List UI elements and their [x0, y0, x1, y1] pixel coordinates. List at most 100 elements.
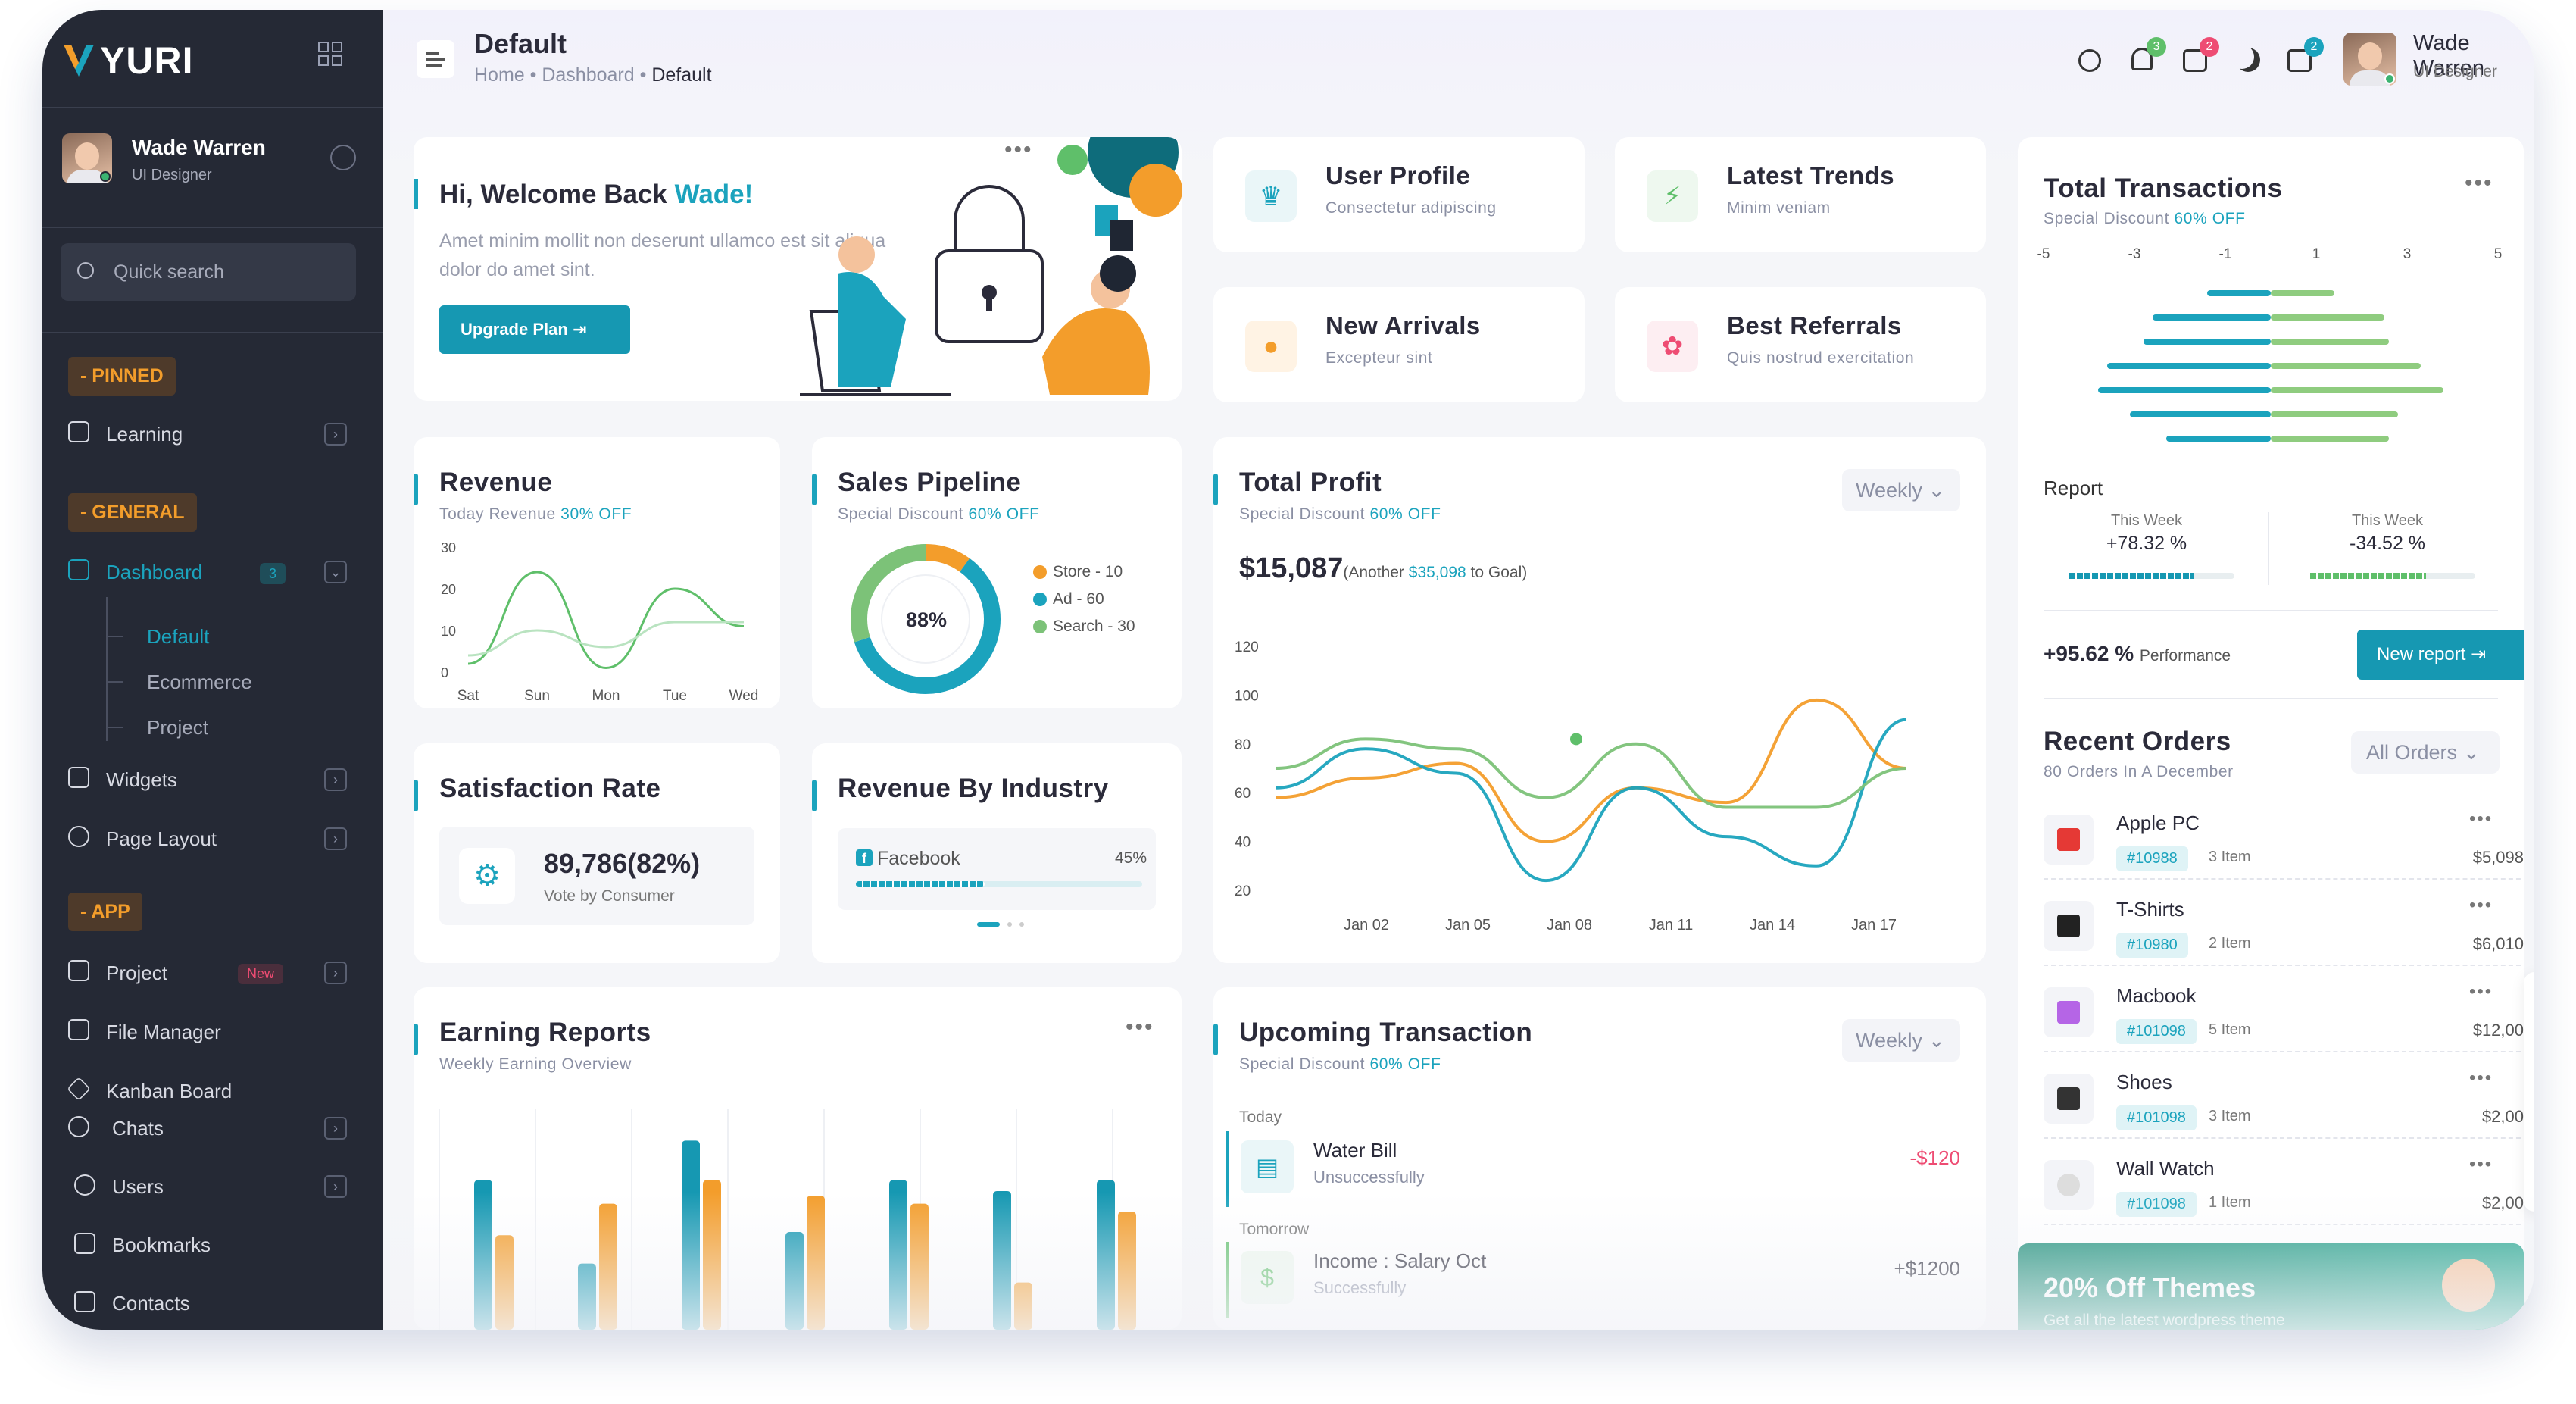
order-row[interactable]: Apple PC #10988 3 Item ••• $5,098: [2044, 804, 2524, 880]
nav-bookmarks[interactable]: Bookmarks: [112, 1234, 211, 1256]
nav-dashboard[interactable]: Dashboard: [106, 561, 203, 583]
quick-search[interactable]: Quick search: [61, 243, 356, 301]
moon-icon[interactable]: [2236, 48, 2260, 72]
tile-new-arrivals[interactable]: ● New Arrivals Excepteur sint: [1213, 287, 1585, 402]
series-line: [1275, 718, 1907, 883]
main-content: Default Home • Dashboard • Default 3 2 2…: [383, 10, 2534, 1330]
week-stat-down: This Week -34.52 %: [2284, 512, 2490, 585]
bar: [2153, 314, 2271, 321]
order-qty: 3 Item: [2209, 849, 2251, 865]
tile-best-referrals[interactable]: ✿ Best Referrals Quis nostrud exercitati…: [1615, 287, 1986, 402]
nav-learning[interactable]: Learning: [106, 423, 183, 446]
card-sub: Special Discount 60% OFF: [1239, 1055, 1441, 1073]
menu-toggle[interactable]: [417, 40, 454, 78]
chevron-right-icon[interactable]: ›: [324, 423, 347, 446]
nav-chats[interactable]: Chats: [112, 1117, 164, 1140]
crown-icon: ♛: [1245, 170, 1297, 222]
settings-hex-icon[interactable]: [330, 145, 356, 170]
breadcrumb-home[interactable]: Home: [474, 64, 525, 86]
order-qty: 3 Item: [2209, 1108, 2251, 1124]
order-id: #10980: [2116, 933, 2188, 958]
more-icon[interactable]: •••: [2469, 808, 2493, 829]
gift-badge: 2: [2304, 37, 2324, 57]
tile-latest-trends[interactable]: ⚡ Latest Trends Minim veniam: [1615, 137, 1986, 252]
chevron-right-icon[interactable]: ›: [324, 768, 347, 791]
bar: [889, 1180, 907, 1330]
x-tick-label: Wed: [729, 688, 759, 704]
x-tick-label: 3: [2403, 246, 2412, 262]
carousel-dots[interactable]: [977, 922, 1024, 927]
bar: [1097, 1180, 1115, 1330]
coins-icon: ●: [1245, 321, 1297, 372]
nav-sub-ecommerce[interactable]: Ecommerce: [147, 671, 252, 693]
order-qty: 2 Item: [2209, 935, 2251, 952]
tile-user-profile[interactable]: ♛ User Profile Consectetur adipiscing: [1213, 137, 1585, 252]
nav-widgets[interactable]: Widgets: [106, 768, 177, 791]
bar: [2271, 411, 2398, 417]
nav-sub-default[interactable]: Default: [147, 625, 210, 648]
nav-users[interactable]: Users: [112, 1175, 164, 1198]
more-icon[interactable]: •••: [2469, 1154, 2493, 1174]
bar: [682, 1140, 700, 1330]
nav-sub-project[interactable]: Project: [147, 716, 208, 739]
transaction-row[interactable]: $ Income : Salary Oct Successfully +$120…: [1226, 1242, 1960, 1318]
chevron-right-icon[interactable]: ›: [324, 1175, 347, 1198]
order-id: #101098: [2116, 1105, 2197, 1130]
breadcrumb-current: Default: [651, 64, 712, 86]
header-avatar[interactable]: [2343, 33, 2396, 86]
more-icon[interactable]: •••: [1004, 137, 1033, 162]
bar: [2166, 436, 2271, 442]
more-icon[interactable]: •••: [2465, 170, 2493, 195]
chevron-right-icon[interactable]: ›: [324, 827, 347, 850]
order-name: Apple PC: [2116, 811, 2200, 834]
welcome-text: Amet minim mollit non deserunt ullamco e…: [439, 230, 886, 280]
cart-icon[interactable]: [2183, 49, 2207, 72]
right-column-card: Total Transactions Special Discount 60% …: [2018, 137, 2524, 1330]
tile-sub: Excepteur sint: [1325, 349, 1433, 367]
card-sub: Special Discount 60% OFF: [838, 505, 1040, 523]
more-icon[interactable]: •••: [2469, 895, 2493, 915]
search-icon[interactable]: [2078, 49, 2101, 72]
nav-page-layout[interactable]: Page Layout: [106, 827, 217, 850]
upgrade-plan-button[interactable]: Upgrade Plan ⇥: [439, 305, 630, 354]
new-report-button[interactable]: New report ⇥: [2357, 630, 2524, 680]
order-row[interactable]: Macbook #101098 5 Item ••• $12,00: [2044, 977, 2524, 1052]
chevron-down-icon[interactable]: ⌄: [324, 561, 347, 583]
total-profit-card: Total Profit Special Discount 60% OFF We…: [1213, 437, 1986, 963]
x-tick-label: Jan 17: [1851, 917, 1897, 933]
weekly-select[interactable]: Weekly ⌄: [1842, 1019, 1960, 1062]
gift-icon[interactable]: [2287, 49, 2312, 72]
nav-file-manager[interactable]: File Manager: [106, 1021, 221, 1043]
order-row[interactable]: Shoes #101098 3 Item ••• $2,00: [2044, 1063, 2524, 1139]
all-orders-select[interactable]: All Orders ⌄: [2351, 731, 2500, 774]
project-icon: [68, 960, 89, 981]
nav-project[interactable]: Project: [106, 962, 167, 984]
chevron-right-icon[interactable]: ›: [324, 962, 347, 984]
y-tick-label: 100: [1235, 688, 1259, 704]
logo[interactable]: YURI: [62, 39, 193, 83]
nav-kanban[interactable]: Kanban Board: [106, 1080, 233, 1102]
more-icon[interactable]: •••: [2469, 981, 2493, 1002]
bell-icon[interactable]: [2131, 48, 2153, 70]
more-icon[interactable]: •••: [2469, 1068, 2493, 1088]
tile-title: Best Referrals: [1727, 311, 1902, 339]
breadcrumb-dashboard[interactable]: Dashboard: [542, 64, 635, 86]
card-title: Total Transactions: [2044, 174, 2283, 203]
order-row[interactable]: Wall Watch #101098 1 Item ••• $2,00: [2044, 1149, 2524, 1225]
promo-banner[interactable]: 20% Off Themes Get all the latest wordpr…: [2018, 1243, 2524, 1330]
transaction-status: Unsuccessfully: [1313, 1168, 1425, 1187]
sidebar-avatar[interactable]: [62, 133, 112, 183]
y-tick-label: 40: [1235, 835, 1251, 851]
transactions-bar-chart: -5 -3 -1 1 3 5: [2037, 246, 2502, 442]
grid-icon[interactable]: [318, 42, 342, 66]
order-price: $12,00: [2472, 1021, 2524, 1040]
pipeline-donut-chart: [851, 544, 1001, 694]
tile-sub: Quis nostrud exercitation: [1727, 349, 1915, 367]
order-id: #10988: [2116, 846, 2188, 871]
transaction-row[interactable]: ▤ Water Bill Unsuccessfully -$120: [1226, 1131, 1960, 1207]
order-row[interactable]: T-Shirts #10980 2 Item ••• $6,010: [2044, 890, 2524, 966]
nav-contacts[interactable]: Contacts: [112, 1292, 190, 1315]
chevron-right-icon[interactable]: ›: [324, 1117, 347, 1140]
more-icon[interactable]: •••: [1126, 1015, 1154, 1040]
weekly-select[interactable]: Weekly ⌄: [1842, 469, 1960, 511]
